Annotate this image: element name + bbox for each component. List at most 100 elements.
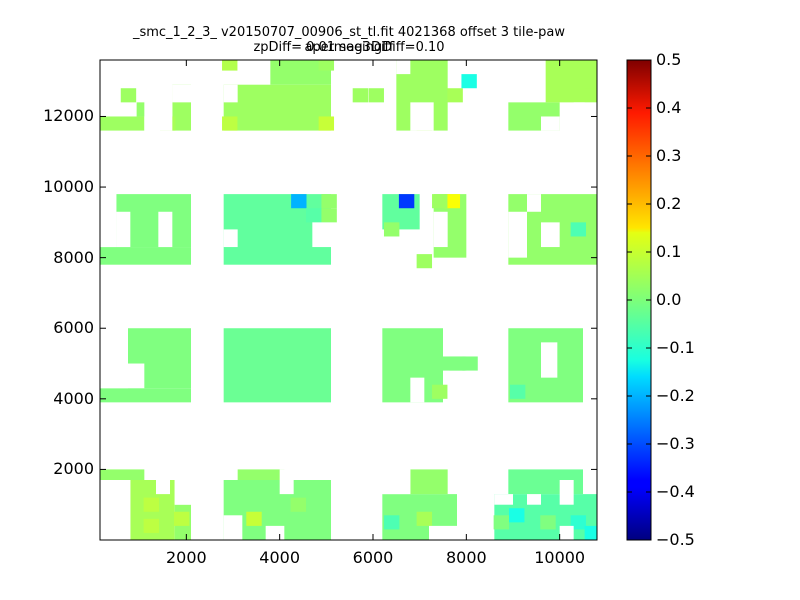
x-tick-label: 4000 bbox=[259, 548, 301, 567]
empty-area bbox=[396, 60, 411, 75]
empty-area bbox=[100, 194, 117, 248]
heatmap-cell bbox=[306, 208, 322, 223]
colorbar-tick-label: 0.1 bbox=[656, 242, 682, 261]
heatmap-cell bbox=[173, 511, 190, 526]
empty-area bbox=[559, 525, 574, 540]
y-tick-label: 10000 bbox=[43, 177, 94, 197]
heatmap-cells bbox=[100, 60, 597, 540]
y-tick-label: 8000 bbox=[53, 247, 94, 267]
empty-area bbox=[494, 494, 513, 505]
heatmap-cell bbox=[318, 60, 335, 71]
empty-area bbox=[279, 469, 294, 495]
empty-area bbox=[410, 102, 434, 131]
heatmap-cell bbox=[444, 194, 461, 209]
heatmap-cell bbox=[321, 194, 337, 209]
heatmap-cell bbox=[246, 511, 262, 526]
heatmap-cell bbox=[509, 508, 525, 523]
x-tick-label: 6000 bbox=[352, 548, 394, 567]
colorbar-tick-label: 0.3 bbox=[656, 146, 682, 165]
heatmap-cell bbox=[447, 88, 463, 103]
heatmap-region bbox=[410, 469, 448, 495]
empty-area bbox=[223, 84, 238, 103]
chart-title: _smc_1_2_3_ v20150707_00906_st_tl.fit 40… bbox=[132, 25, 566, 55]
colorbar-tick-label: 0.5 bbox=[656, 50, 682, 69]
heatmap-cell bbox=[432, 384, 448, 399]
colorbar-tick-label: −0.1 bbox=[656, 338, 695, 357]
empty-area bbox=[223, 515, 243, 540]
heatmap-cell bbox=[449, 356, 465, 371]
heatmap-cell bbox=[461, 74, 477, 89]
heatmap-cell bbox=[143, 497, 160, 512]
empty-area bbox=[312, 222, 331, 248]
empty-area bbox=[429, 525, 457, 540]
colorbar-ticks bbox=[627, 59, 651, 541]
y-tick-label: 2000 bbox=[53, 459, 94, 479]
heatmap-cell bbox=[383, 515, 400, 530]
heatmap-cell bbox=[222, 116, 238, 131]
heatmap-cell bbox=[416, 254, 433, 269]
heatmap-cell bbox=[318, 116, 335, 131]
heatmap-cell bbox=[584, 525, 597, 540]
empty-area bbox=[527, 494, 541, 505]
heatmap-cell bbox=[143, 518, 160, 533]
empty-area bbox=[158, 211, 173, 248]
empty-area bbox=[174, 480, 191, 505]
heatmap-cell bbox=[120, 88, 137, 103]
colorbar-tick-label: −0.4 bbox=[656, 482, 695, 501]
heatmap-cell bbox=[291, 194, 307, 209]
heatmap-region bbox=[100, 388, 191, 403]
colorbar-tick-label: 0.4 bbox=[656, 98, 682, 117]
heatmap-cell bbox=[416, 511, 433, 526]
colorbar-tick-label: 0.0 bbox=[656, 290, 682, 309]
empty-area bbox=[116, 211, 131, 248]
empty-area bbox=[541, 342, 558, 378]
heatmap-cell bbox=[462, 356, 478, 371]
heatmap-cell bbox=[570, 222, 587, 237]
empty-area bbox=[172, 84, 191, 103]
empty-area bbox=[223, 229, 238, 248]
heatmap-region bbox=[100, 116, 145, 131]
heatmap-cell bbox=[493, 515, 510, 530]
chart-subtitle: zpDiff= 0.01 seeingDiff=0.10 bbox=[253, 40, 445, 55]
y-tick-label: 12000 bbox=[43, 106, 94, 126]
empty-area bbox=[541, 116, 560, 131]
empty-area bbox=[100, 480, 131, 540]
heatmap-cell bbox=[352, 88, 369, 103]
heatmap-cell bbox=[383, 222, 400, 237]
axis-ticks bbox=[100, 60, 597, 540]
y-tick-label: 4000 bbox=[53, 388, 94, 408]
heatmap-cell bbox=[290, 497, 307, 512]
empty-area bbox=[128, 363, 145, 389]
empty-area bbox=[508, 211, 527, 258]
heatmap-cell bbox=[584, 88, 597, 103]
colorbar-tick-label: −0.5 bbox=[656, 530, 695, 549]
plot-frame bbox=[99, 59, 598, 541]
heatmap-cell bbox=[368, 88, 384, 103]
colorbar-tick-label: −0.3 bbox=[656, 434, 695, 453]
heatmap-region bbox=[223, 328, 331, 403]
colorbar-tick-label: 0.2 bbox=[656, 194, 682, 213]
heatmap-region bbox=[100, 247, 191, 265]
empty-area bbox=[527, 194, 541, 212]
heatmap-cell bbox=[222, 60, 238, 71]
x-tick-label: 2000 bbox=[165, 548, 207, 567]
empty-area bbox=[100, 328, 128, 389]
heatmap-cell bbox=[570, 515, 587, 530]
empty-area bbox=[382, 469, 411, 495]
heatmap-region bbox=[223, 84, 331, 131]
x-tick-label: 10000 bbox=[534, 548, 586, 567]
heatmap-cell bbox=[509, 384, 526, 399]
empty-area bbox=[156, 480, 170, 495]
heatmap-cell bbox=[321, 208, 337, 223]
y-tick-label: 6000 bbox=[53, 318, 94, 338]
heatmap-cell bbox=[540, 515, 556, 530]
empty-area bbox=[541, 222, 560, 248]
heatmap-region bbox=[100, 469, 145, 480]
empty-area bbox=[144, 84, 173, 131]
empty-area bbox=[410, 377, 425, 403]
empty-area bbox=[573, 102, 597, 131]
heatmap-cell bbox=[432, 194, 448, 209]
x-tick-label: 8000 bbox=[445, 548, 487, 567]
empty-area bbox=[559, 480, 574, 505]
